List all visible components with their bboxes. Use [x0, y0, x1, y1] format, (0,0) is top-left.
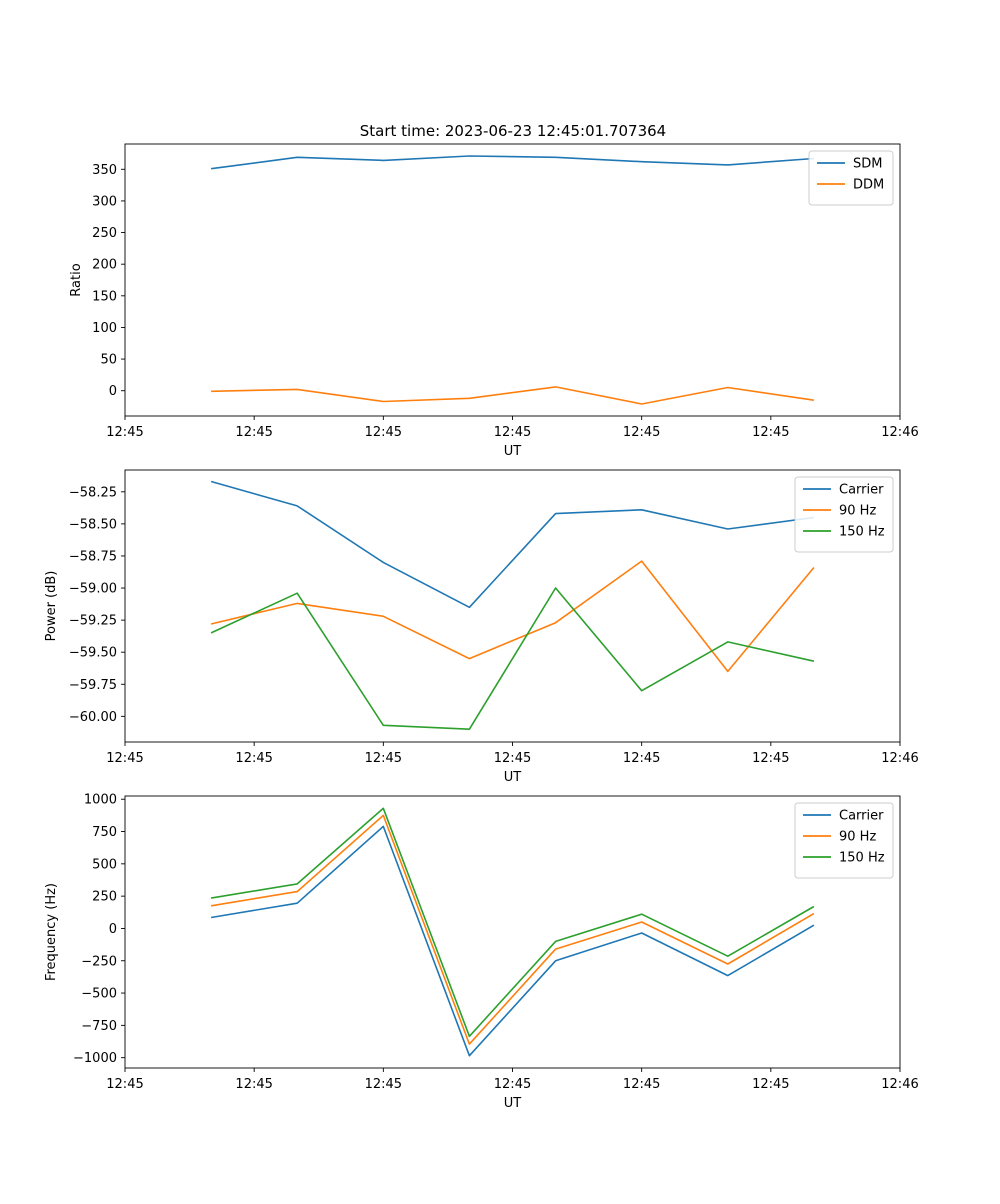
figure-title: Start time: 2023-06-23 12:45:01.707364 [360, 122, 666, 140]
x-tick-label: 12:45 [494, 1077, 531, 1092]
x-tick-label: 12:46 [881, 425, 918, 440]
series-line-3-3 [210, 807, 815, 1038]
series-line-3-1 [210, 825, 815, 1057]
legend-label: SDM [853, 157, 882, 172]
x-tick-label: 12:45 [235, 425, 272, 440]
y-tick-label: −59.75 [69, 678, 117, 693]
x-tick-label: 12:45 [365, 751, 402, 766]
x-tick-label: 12:45 [106, 1077, 143, 1092]
legend-label: 90 Hz [839, 830, 876, 845]
x-tick-label: 12:45 [365, 425, 402, 440]
legend-label: 150 Hz [839, 525, 885, 540]
subplot-2: 12:45 12:45 12:45 12:45 12:45 12:45 12:46 −60.0… [44, 469, 919, 785]
legend-label: 150 Hz [839, 851, 885, 866]
y-tick-label: 500 [92, 857, 117, 872]
series-line-3-2 [210, 814, 815, 1045]
legend-label: 90 Hz [839, 504, 876, 519]
y-tick-label: −59.50 [69, 646, 117, 661]
y-tick-label: 100 [92, 321, 117, 336]
y-tick-label: 250 [92, 890, 117, 905]
x-tick-label: 12:45 [494, 425, 531, 440]
y-axis-label: Frequency (Hz) [44, 883, 59, 981]
series-line-2-3 [210, 587, 815, 731]
x-tick-label: 12:45 [623, 751, 660, 766]
y-tick-label: 1000 [84, 793, 117, 808]
legend-label: Carrier [839, 483, 884, 498]
subplot-3: 12:45 12:45 12:45 12:45 12:45 12:45 12:46 −1000… [44, 793, 919, 1111]
x-tick-label: 12:46 [881, 751, 918, 766]
series-line-2-1 [210, 480, 815, 609]
y-tick-label: 50 [100, 353, 117, 368]
y-tick-label: −750 [81, 1019, 117, 1034]
x-tick-label: 12:45 [752, 1077, 789, 1092]
x-tick-label: 12:45 [752, 751, 789, 766]
y-tick-label: −58.50 [69, 517, 117, 532]
x-tick-label: 12:45 [235, 751, 272, 766]
y-tick-label: −59.00 [69, 582, 117, 597]
y-tick-label: 0 [109, 922, 117, 937]
y-tick-label: −58.75 [69, 549, 117, 564]
x-axis-label: UT [504, 770, 522, 785]
x-tick-label: 12:45 [623, 425, 660, 440]
x-tick-label: 12:45 [623, 1077, 660, 1092]
x-tick-label: 12:45 [106, 751, 143, 766]
y-tick-label: −59.25 [69, 614, 117, 629]
y-tick-label: −60.00 [69, 710, 117, 725]
legend-box-2 [794, 476, 894, 553]
y-axis-label: Ratio [69, 263, 84, 296]
series-line-1-1 [210, 155, 814, 170]
series-line-2-2 [210, 560, 815, 673]
legend-label: Carrier [839, 809, 884, 824]
x-tick-label: 12:45 [365, 1077, 402, 1092]
x-tick-label: 12:45 [494, 751, 531, 766]
axes-frame-1 [124, 143, 901, 417]
y-tick-label: 200 [92, 258, 117, 273]
series-line-1-2 [211, 386, 815, 405]
x-axis-label: UT [504, 444, 522, 459]
y-tick-label: 350 [92, 163, 117, 178]
y-tick-label: −58.25 [69, 485, 117, 500]
legend-label: DDM [853, 178, 884, 193]
axes-frame-2 [124, 469, 901, 743]
y-tick-label: 750 [92, 825, 117, 840]
legend-box-3 [794, 802, 894, 879]
y-tick-label: −250 [81, 954, 117, 969]
y-tick-label: 300 [92, 194, 117, 209]
y-tick-label: −1000 [73, 1051, 117, 1066]
y-axis-label: Power (dB) [44, 571, 59, 642]
y-tick-label: −500 [81, 987, 117, 1002]
y-tick-label: 250 [92, 226, 117, 241]
subplot-1: 12:45 12:45 12:45 12:45 12:45 12:45 12:46 0 50 10… [69, 143, 919, 459]
y-tick-label: 150 [92, 289, 117, 304]
x-tick-label: 12:45 [235, 1077, 272, 1092]
x-tick-label: 12:45 [106, 425, 143, 440]
legend-box-1 [808, 150, 894, 206]
x-tick-label: 12:46 [881, 1077, 918, 1092]
x-tick-label: 12:45 [752, 425, 789, 440]
y-tick-label: 0 [109, 384, 117, 399]
x-axis-label: UT [504, 1096, 522, 1111]
